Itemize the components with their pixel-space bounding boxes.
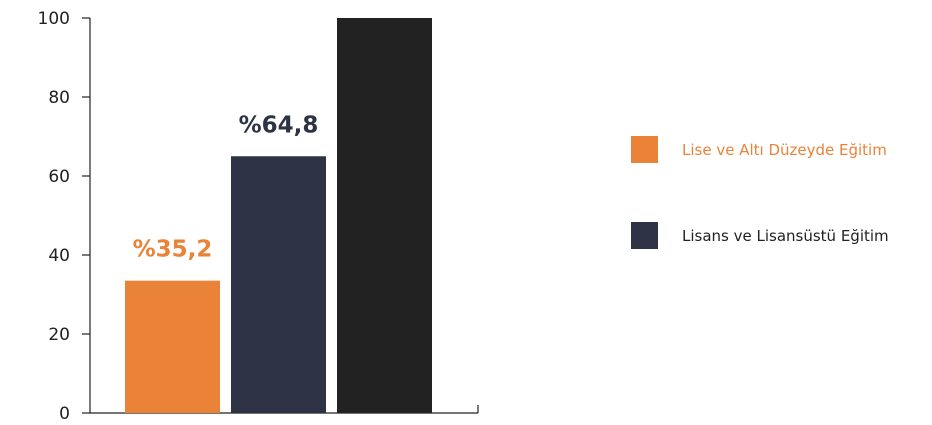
y-tick-label-80: 80 xyxy=(48,88,70,108)
data-label-bar-2: %64,8 xyxy=(239,112,319,138)
legend-item-lise: Lise ve Altı Düzeyde Eğitim xyxy=(631,136,887,163)
bars xyxy=(125,18,432,413)
legend-item-lisans: Lisans ve Lisansüstü Eğitim xyxy=(631,222,889,249)
y-tick-label-40: 40 xyxy=(48,246,70,266)
legend-label-lisans: Lisans ve Lisansüstü Eğitim xyxy=(682,226,889,245)
y-axis: 0 20 40 60 80 100 xyxy=(38,9,91,424)
data-labels: %35,2 %64,8 xyxy=(133,112,319,262)
y-tick-label-0: 0 xyxy=(59,404,70,424)
legend-swatch-lisans xyxy=(631,222,658,249)
bar-2 xyxy=(231,156,326,413)
legend-label-lise: Lise ve Altı Düzeyde Eğitim xyxy=(682,140,887,159)
y-tick-label-20: 20 xyxy=(48,325,70,345)
legend: Lise ve Altı Düzeyde Eğitim Lisans ve Li… xyxy=(631,0,931,425)
bar-3 xyxy=(337,18,432,413)
y-tick-label-100: 100 xyxy=(38,9,70,29)
bar-chart: 0 20 40 60 80 100 %35,2 %64,8 xyxy=(38,9,479,424)
data-label-bar-1: %35,2 xyxy=(133,237,213,263)
bar-1 xyxy=(125,280,220,413)
y-tick-label-60: 60 xyxy=(48,167,70,187)
legend-swatch-lise xyxy=(631,136,658,163)
